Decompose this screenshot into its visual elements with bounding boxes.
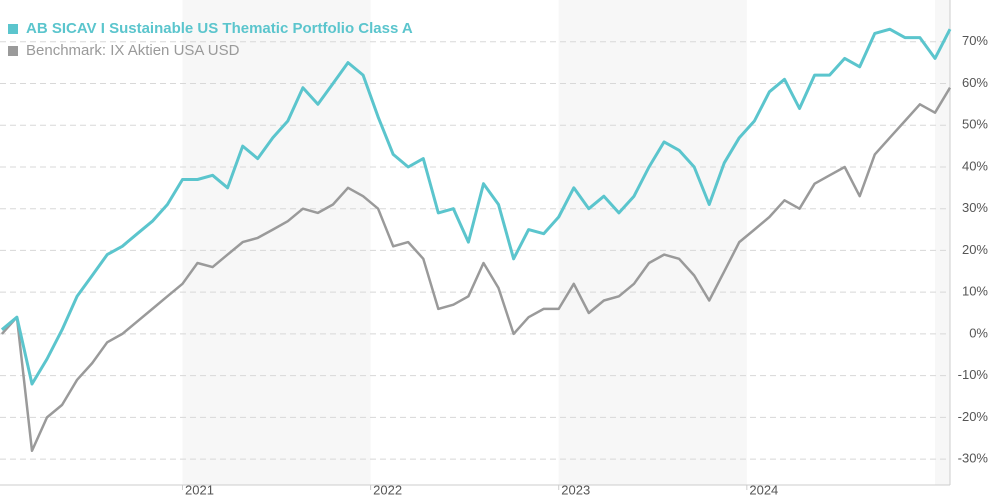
y-tick-label: 30% xyxy=(962,200,988,215)
y-tick-label: 0% xyxy=(969,325,988,340)
y-tick-label: 40% xyxy=(962,158,988,173)
y-tick-label: 10% xyxy=(962,284,988,299)
y-tick-label: -20% xyxy=(958,409,989,424)
year-band xyxy=(934,0,950,485)
series-line xyxy=(0,27,952,386)
legend-label: Benchmark: IX Aktien USA USD xyxy=(26,42,240,59)
y-tick-label: 60% xyxy=(962,75,988,90)
year-band xyxy=(558,0,747,485)
legend-label: AB SICAV I Sustainable US Thematic Portf… xyxy=(26,20,413,37)
y-tick-label: -10% xyxy=(958,367,989,382)
y-tick-label: 20% xyxy=(962,242,988,257)
y-tick-label: -30% xyxy=(958,451,989,466)
legend-swatch xyxy=(8,46,18,56)
x-tick-label: 2022 xyxy=(373,482,402,497)
year-band xyxy=(182,0,371,485)
series-line xyxy=(0,87,952,453)
legend-swatch xyxy=(8,24,18,34)
x-tick-label: 2021 xyxy=(185,482,214,497)
y-tick-label: 50% xyxy=(962,117,988,132)
x-tick-label: 2023 xyxy=(561,482,590,497)
x-tick-label: 2024 xyxy=(749,482,778,497)
y-tick-label: 70% xyxy=(962,33,988,48)
